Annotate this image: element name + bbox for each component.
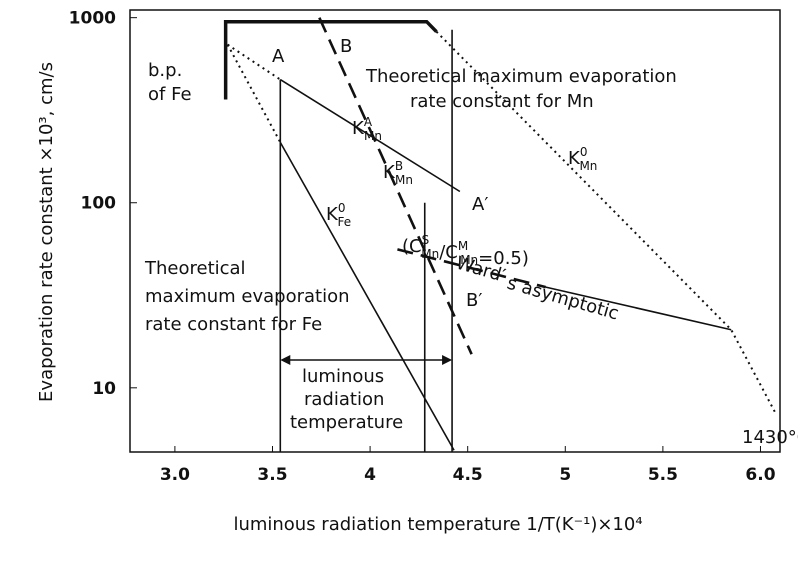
annotation-text: K — [326, 204, 339, 225]
annotation: radiation — [304, 389, 384, 410]
annotation-text: temperature — [290, 412, 403, 433]
annotation-sup: S — [422, 233, 430, 247]
annotation-sub: Mn — [364, 129, 382, 143]
annotation-text: (C — [402, 236, 422, 257]
x-tick-label: 4 — [364, 465, 376, 485]
series-line — [227, 43, 281, 81]
y-axis-label: Evaporation rate constant ×10³, cm/s — [36, 62, 57, 402]
annotation-text: of Fe — [148, 84, 192, 105]
series-line — [397, 248, 547, 289]
annotation: 1430°C — [742, 427, 798, 448]
annotation-text: b.p. — [148, 60, 182, 81]
annotation: KA Mn — [352, 115, 382, 143]
series-line — [223, 19, 438, 100]
annotation-sub: Mn — [421, 247, 439, 261]
annotation-text: B — [340, 36, 352, 57]
annotation-text: Theoretical — [144, 258, 246, 279]
annotation-sub: Fe — [337, 215, 351, 229]
annotation: K0 Fe — [326, 201, 351, 229]
annotation: K0 Mn — [568, 145, 597, 173]
series-line — [318, 17, 473, 355]
annotation: temperature — [290, 412, 403, 433]
annotation: A — [272, 46, 285, 67]
annotation-text: Theoretical maximum evaporation — [365, 66, 677, 87]
annotation-sup: B — [395, 159, 403, 173]
annotation: maximum evaporation — [145, 286, 350, 307]
series-line — [435, 30, 777, 415]
x-tick-label: 4.5 — [453, 465, 483, 485]
annotation-text: A′ — [472, 194, 488, 215]
annotation-text: rate constant for Fe — [145, 314, 322, 335]
annotation-text: radiation — [304, 389, 384, 410]
annotation-text: B′ — [466, 290, 482, 311]
annotation-sup: M — [458, 239, 468, 253]
annotation: of Fe — [148, 84, 192, 105]
annotation-text: /C — [439, 242, 458, 263]
x-tick-label: 3.5 — [257, 465, 287, 485]
annotation-text: rate constant for Mn — [410, 91, 594, 112]
annotation-sup: 0 — [580, 145, 588, 159]
annotation-text: A — [272, 46, 285, 67]
annotation-sub: Mn — [395, 173, 413, 187]
series-line — [226, 44, 282, 143]
annotation: Theoretical maximum evaporation — [365, 66, 677, 87]
x-axis-label: luminous radiation temperature 1/T(K⁻¹)×… — [233, 514, 642, 535]
x-tick-label: 3.0 — [160, 465, 190, 485]
annotation: (CS Mn/CM Mn=0.5) — [402, 233, 529, 269]
annotation-sub: Mn — [460, 253, 478, 267]
x-tick-label: 5 — [559, 465, 571, 485]
annotation-text: K — [383, 162, 396, 183]
annotation: luminous — [302, 366, 384, 387]
y-tick-label: 10 — [92, 379, 116, 399]
plot-frame — [129, 9, 781, 453]
annotation-sub: Mn — [579, 159, 597, 173]
series-line — [279, 78, 461, 193]
annotation-text: K — [352, 118, 365, 139]
annotation-text: K — [568, 148, 581, 169]
annotation-text: maximum evaporation — [145, 286, 350, 307]
annotation-sup: 0 — [338, 201, 346, 215]
x-tick-label: 6.0 — [745, 465, 775, 485]
annotation: b.p. — [148, 60, 182, 81]
annotation: B — [340, 36, 352, 57]
annotation: KB Mn — [383, 159, 413, 187]
series-line — [545, 286, 732, 331]
annotation: B′ — [466, 290, 482, 311]
annotation-text: =0.5) — [478, 248, 529, 269]
x-tick-label: 5.5 — [648, 465, 678, 485]
y-tick-label: 100 — [81, 194, 117, 214]
annotation: rate constant for Mn — [410, 91, 594, 112]
annotation: A′ — [472, 194, 488, 215]
annotation-sup: A — [364, 115, 373, 129]
annotation-text: s asymptotic — [505, 273, 621, 325]
annotation-text: 1430°C — [742, 427, 798, 448]
annotation-text: luminous — [302, 366, 384, 387]
annotation: s asymptotic — [505, 273, 621, 325]
annotation: rate constant for Fe — [145, 314, 322, 335]
y-tick-label: 1000 — [69, 9, 116, 29]
annotation: Theoretical — [144, 258, 246, 279]
